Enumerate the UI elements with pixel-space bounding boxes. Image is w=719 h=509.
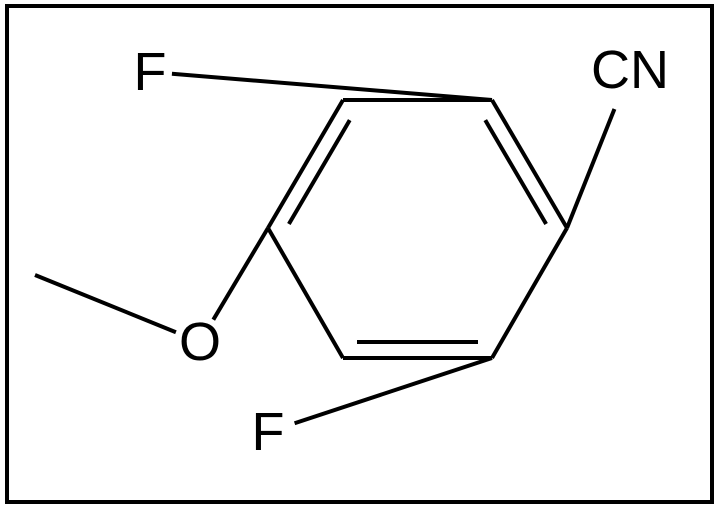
atom-label-f-top: F	[134, 41, 167, 103]
atom-label-o: O	[179, 311, 221, 373]
atom-label-cn: CN	[591, 39, 669, 101]
atom-label-f-bottom: F	[252, 401, 285, 463]
